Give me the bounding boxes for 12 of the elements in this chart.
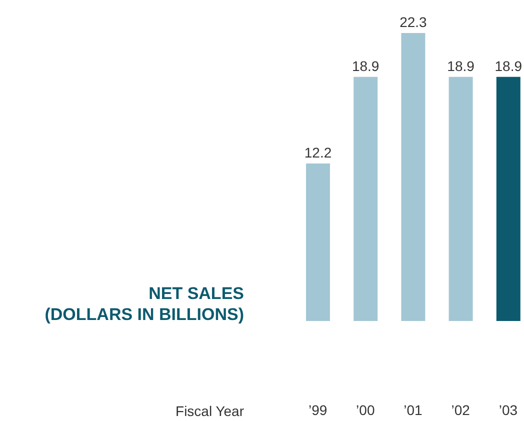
x-tick-label: ’02 bbox=[451, 402, 470, 418]
data-label: 18.9 bbox=[494, 58, 522, 74]
text: NET SALES (DOLLARS IN BILLIONS) bbox=[44, 283, 244, 325]
data-label: 18.9 bbox=[352, 58, 380, 74]
x-tick-label: ’03 bbox=[498, 402, 518, 418]
data-label: 18.9 bbox=[447, 58, 475, 74]
x-tick-label: ’99 bbox=[308, 402, 328, 418]
x-axis-title: Fiscal Year bbox=[176, 403, 244, 419]
data-label: 12.2 bbox=[304, 144, 332, 160]
x-tick-label: ’01 bbox=[404, 402, 423, 418]
x-tick-label: ’00 bbox=[356, 402, 375, 418]
data-label: 22.3 bbox=[400, 14, 428, 30]
